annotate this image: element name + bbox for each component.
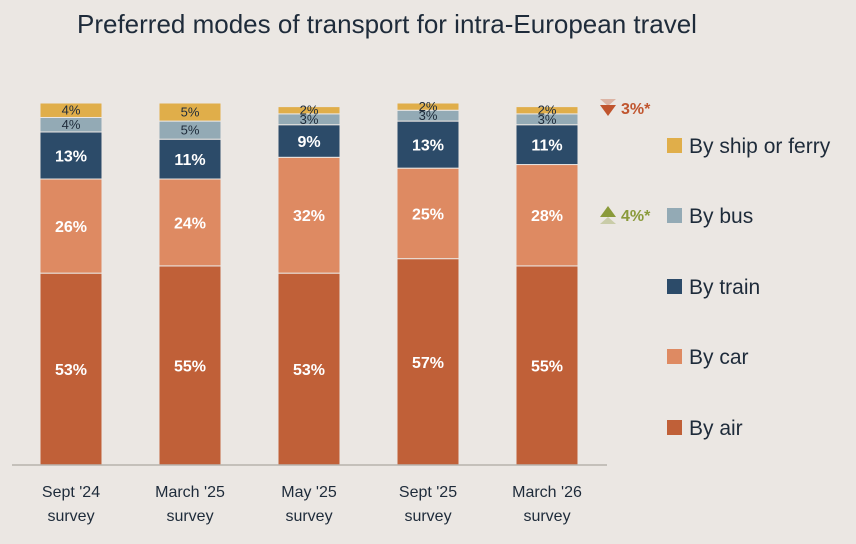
data-label-by-train-1: 11% (174, 152, 205, 169)
decrease-arrow-icon (600, 105, 616, 116)
chart-title: Preferred modes of transport for intra-E… (77, 9, 697, 39)
data-label-by-train-3: 13% (412, 138, 444, 155)
legend: By ship or ferry By bus By train By car By a… (667, 135, 831, 440)
data-label-by-air-4: 55% (531, 358, 563, 375)
x-tick-label-2: May '25 survey (281, 484, 337, 525)
data-label-by-bus-4: 3% (538, 112, 557, 127)
data-label-by-train-4: 11% (531, 138, 562, 155)
legend-label-by-bus: By bus (689, 205, 753, 228)
legend-label-by-air: By air (689, 417, 743, 440)
data-label-by-train-0: 13% (55, 148, 87, 165)
data-label-by-car-0: 26% (55, 219, 87, 236)
data-label-by-ship-or-ferry-4: 2% (538, 103, 557, 118)
legend-swatch-by-air (667, 420, 682, 435)
legend-swatch-by-car (667, 349, 682, 364)
bar-segment-by-train-1 (158, 138, 222, 180)
legend-label-by-ship-or-ferry: By ship or ferry (689, 135, 831, 158)
data-label-by-bus-2: 3% (300, 112, 319, 127)
data-label-by-bus-3: 3% (419, 108, 438, 123)
increase-arrow-shadow-icon (600, 217, 616, 224)
data-label-by-bus-0: 4% (62, 117, 81, 132)
bar-segment-by-ship-or-ferry-2 (277, 106, 341, 115)
data-label-by-ship-or-ferry-0: 4% (62, 103, 81, 118)
x-tick-label-1: March '25 survey (155, 484, 225, 525)
data-label-by-car-1: 24% (174, 215, 206, 232)
data-label-by-air-3: 57% (412, 355, 444, 372)
x-tick-label-3: Sept '25 survey (399, 484, 457, 525)
data-label-by-train-2: 9% (297, 134, 320, 151)
bar-segment-by-train-3 (396, 120, 460, 169)
x-tick-label-0: Sept '24 survey (42, 484, 100, 525)
data-label-by-air-0: 53% (55, 362, 87, 379)
legend-swatch-by-ship-or-ferry (667, 138, 682, 153)
annotation-label-1: 4%* (621, 208, 651, 225)
data-label-by-car-2: 32% (293, 208, 325, 225)
bar-segment-by-air-0 (39, 272, 103, 466)
x-tick-label-4: March '26 survey (512, 484, 582, 525)
bar-segment-by-car-2 (277, 156, 341, 274)
x-tick-labels: Sept '24 survey March '25 survey May '25 surv… (42, 484, 582, 525)
data-label-by-ship-or-ferry-1: 5% (181, 105, 200, 120)
data-label-by-car-4: 28% (531, 208, 563, 225)
bar-segment-by-ship-or-ferry-3 (396, 102, 460, 111)
data-label-by-ship-or-ferry-2: 2% (300, 103, 319, 118)
data-label-by-air-2: 53% (293, 362, 325, 379)
annotations: 3%* 4%* (600, 99, 651, 225)
legend-label-by-train: By train (689, 276, 760, 299)
bars-group: 53%26%13%4%4%55%24%11%5%5%53%32%9%3%2%57… (39, 99, 579, 466)
data-label-by-air-1: 55% (174, 358, 206, 375)
legend-swatch-by-bus (667, 208, 682, 223)
bar-segment-by-air-4 (515, 265, 579, 466)
increase-arrow-icon (600, 206, 616, 217)
data-label-by-ship-or-ferry-3: 2% (419, 99, 438, 114)
bar-segment-by-ship-or-ferry-4 (515, 106, 579, 115)
bar-segment-by-car-4 (515, 164, 579, 267)
data-label-by-bus-1: 5% (181, 123, 200, 138)
bar-segment-by-ship-or-ferry-1 (158, 102, 222, 122)
bar-segment-by-air-2 (277, 272, 341, 466)
data-label-by-car-3: 25% (412, 206, 444, 223)
bar-segment-by-ship-or-ferry-0 (39, 102, 103, 118)
annotation-label-0: 3%* (621, 101, 651, 118)
legend-swatch-by-train (667, 279, 682, 294)
bar-segment-by-car-0 (39, 178, 103, 274)
legend-label-by-car: By car (689, 346, 749, 369)
bar-segment-by-train-4 (515, 124, 579, 166)
decrease-arrow-shadow-icon (600, 99, 616, 106)
bar-segment-by-car-1 (158, 178, 222, 267)
